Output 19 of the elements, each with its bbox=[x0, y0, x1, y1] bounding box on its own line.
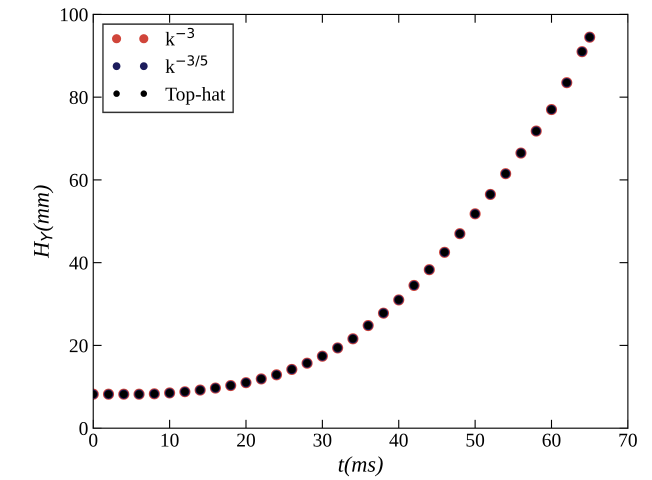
y-tick-label: 40 bbox=[69, 256, 88, 270]
y-tick-label: 20 bbox=[70, 339, 88, 352]
y-tick-label: 0 bbox=[79, 422, 88, 436]
x-tick-label: 60 bbox=[542, 434, 560, 447]
y-tick-label: 80 bbox=[70, 90, 88, 104]
legend-label: k$^{−3/5}$ bbox=[166, 55, 208, 73]
x-tick-label: 30 bbox=[314, 434, 332, 447]
legend-label: k$^{−3}$ bbox=[166, 28, 194, 46]
x-tick-label: 70 bbox=[619, 434, 637, 447]
x-tick-label: 10 bbox=[162, 434, 179, 447]
y-tick-label: 60 bbox=[70, 174, 88, 187]
legend-label: Top-hat bbox=[166, 86, 226, 105]
x-tick-label: 0 bbox=[89, 434, 98, 447]
y-axis-title: H$_{Y}$(mm) bbox=[33, 185, 54, 258]
x-tick-label: 40 bbox=[389, 434, 408, 447]
x-tick-label: 50 bbox=[466, 434, 484, 447]
x-tick-label: 20 bbox=[237, 434, 255, 447]
x-axis-title: t(ms) bbox=[338, 456, 383, 476]
y-tick-label: 100 bbox=[60, 8, 88, 22]
